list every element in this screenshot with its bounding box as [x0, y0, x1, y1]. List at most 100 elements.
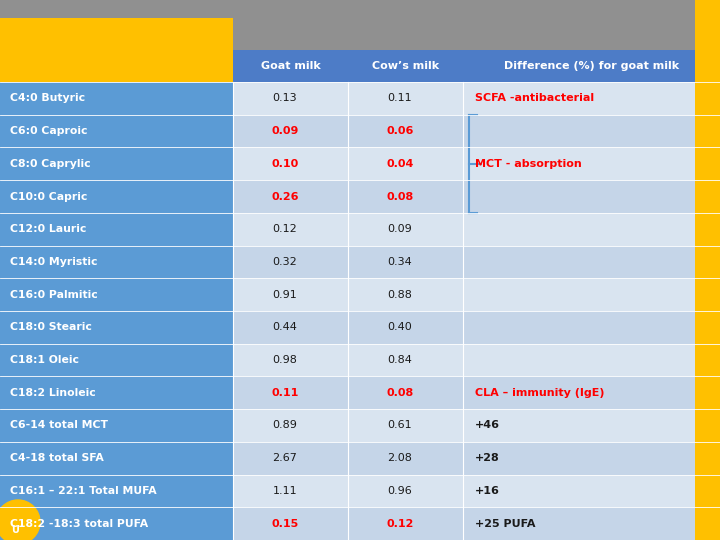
Bar — [233, 180, 348, 213]
Bar — [348, 114, 463, 147]
Text: C12:0 Lauric: C12:0 Lauric — [10, 224, 86, 234]
Bar — [233, 114, 348, 147]
Bar — [233, 147, 348, 180]
Text: 0.61: 0.61 — [387, 421, 412, 430]
Text: 0.91: 0.91 — [272, 289, 297, 300]
Bar — [0, 246, 233, 278]
Bar — [0, 376, 233, 409]
Bar — [348, 409, 463, 442]
Bar — [233, 213, 348, 246]
Text: 0.11: 0.11 — [271, 388, 298, 398]
Bar — [463, 213, 720, 246]
Text: 0.13: 0.13 — [272, 93, 297, 103]
Text: C4:0 Butyric: C4:0 Butyric — [10, 93, 85, 103]
Text: 0.96: 0.96 — [387, 486, 412, 496]
Text: 0.34: 0.34 — [387, 257, 412, 267]
Text: 0.04: 0.04 — [386, 159, 413, 169]
Text: 0.06: 0.06 — [386, 126, 413, 136]
Text: Cow’s milk: Cow’s milk — [372, 61, 439, 71]
Text: U: U — [11, 525, 19, 535]
Text: 0.88: 0.88 — [387, 289, 412, 300]
Text: C16:1 – 22:1 Total MUFA: C16:1 – 22:1 Total MUFA — [10, 486, 157, 496]
Bar — [348, 344, 463, 376]
Bar — [233, 278, 348, 311]
Bar — [0, 213, 233, 246]
Bar — [348, 376, 463, 409]
Bar — [463, 409, 720, 442]
Bar — [233, 50, 720, 82]
Text: C10:0 Capric: C10:0 Capric — [10, 192, 87, 201]
Bar — [0, 507, 233, 540]
Text: CLA – immunity (IgE): CLA – immunity (IgE) — [475, 388, 605, 398]
Text: 0.08: 0.08 — [386, 388, 413, 398]
Bar — [695, 0, 720, 540]
Bar — [0, 475, 233, 507]
Bar — [463, 311, 720, 344]
Text: 0.09: 0.09 — [271, 126, 298, 136]
Text: Difference (%) for goat milk: Difference (%) for goat milk — [504, 61, 679, 71]
Bar — [233, 82, 348, 114]
Bar — [0, 0, 720, 18]
Bar — [233, 475, 348, 507]
Bar — [348, 213, 463, 246]
Bar — [463, 507, 720, 540]
Text: +25 PUFA: +25 PUFA — [475, 518, 536, 529]
Bar — [0, 18, 233, 50]
Text: C18:2 Linoleic: C18:2 Linoleic — [10, 388, 96, 398]
Bar — [233, 344, 348, 376]
Bar — [348, 278, 463, 311]
Text: C16:0 Palmitic: C16:0 Palmitic — [10, 289, 98, 300]
Text: 2.08: 2.08 — [387, 453, 412, 463]
Text: C18:1 Oleic: C18:1 Oleic — [10, 355, 79, 365]
Text: 0.08: 0.08 — [386, 192, 413, 201]
Text: C6:0 Caproic: C6:0 Caproic — [10, 126, 88, 136]
Text: 0.12: 0.12 — [272, 224, 297, 234]
Text: C6-14 total MCT: C6-14 total MCT — [10, 421, 108, 430]
Text: SCFA -antibacterial: SCFA -antibacterial — [475, 93, 594, 103]
Bar — [0, 114, 233, 147]
Text: 0.26: 0.26 — [271, 192, 299, 201]
Text: 0.12: 0.12 — [386, 518, 413, 529]
Text: 0.09: 0.09 — [387, 224, 412, 234]
Bar — [233, 442, 348, 475]
Text: C14:0 Myristic: C14:0 Myristic — [10, 257, 97, 267]
Text: +16: +16 — [475, 486, 500, 496]
Text: 0.40: 0.40 — [387, 322, 412, 332]
Text: +46: +46 — [475, 421, 500, 430]
Bar — [0, 311, 233, 344]
Bar — [348, 147, 463, 180]
Bar — [0, 344, 233, 376]
Bar — [463, 82, 720, 114]
Bar — [0, 82, 233, 114]
Bar — [348, 246, 463, 278]
Bar — [233, 311, 348, 344]
Bar — [463, 278, 720, 311]
Bar — [348, 507, 463, 540]
Text: C18:0 Stearic: C18:0 Stearic — [10, 322, 92, 332]
Bar — [348, 82, 463, 114]
Bar — [463, 344, 720, 376]
Bar — [348, 180, 463, 213]
Text: 0.44: 0.44 — [272, 322, 297, 332]
Bar — [0, 442, 233, 475]
Bar — [348, 475, 463, 507]
Bar — [0, 147, 233, 180]
Bar — [463, 180, 720, 213]
Bar — [0, 180, 233, 213]
Text: MCT - absorption: MCT - absorption — [475, 159, 582, 169]
Bar — [348, 311, 463, 344]
Text: 0.10: 0.10 — [271, 159, 298, 169]
Bar — [233, 409, 348, 442]
Text: C18:2 -18:3 total PUFA: C18:2 -18:3 total PUFA — [10, 518, 148, 529]
Text: C8:0 Caprylic: C8:0 Caprylic — [10, 159, 91, 169]
Text: 1.11: 1.11 — [272, 486, 297, 496]
Text: 0.84: 0.84 — [387, 355, 412, 365]
Bar — [0, 409, 233, 442]
Circle shape — [0, 500, 40, 540]
Text: 2.67: 2.67 — [272, 453, 297, 463]
Text: C4-18 total SFA: C4-18 total SFA — [10, 453, 104, 463]
Bar — [233, 507, 348, 540]
Bar — [233, 376, 348, 409]
Bar — [463, 475, 720, 507]
Text: 0.15: 0.15 — [271, 518, 298, 529]
